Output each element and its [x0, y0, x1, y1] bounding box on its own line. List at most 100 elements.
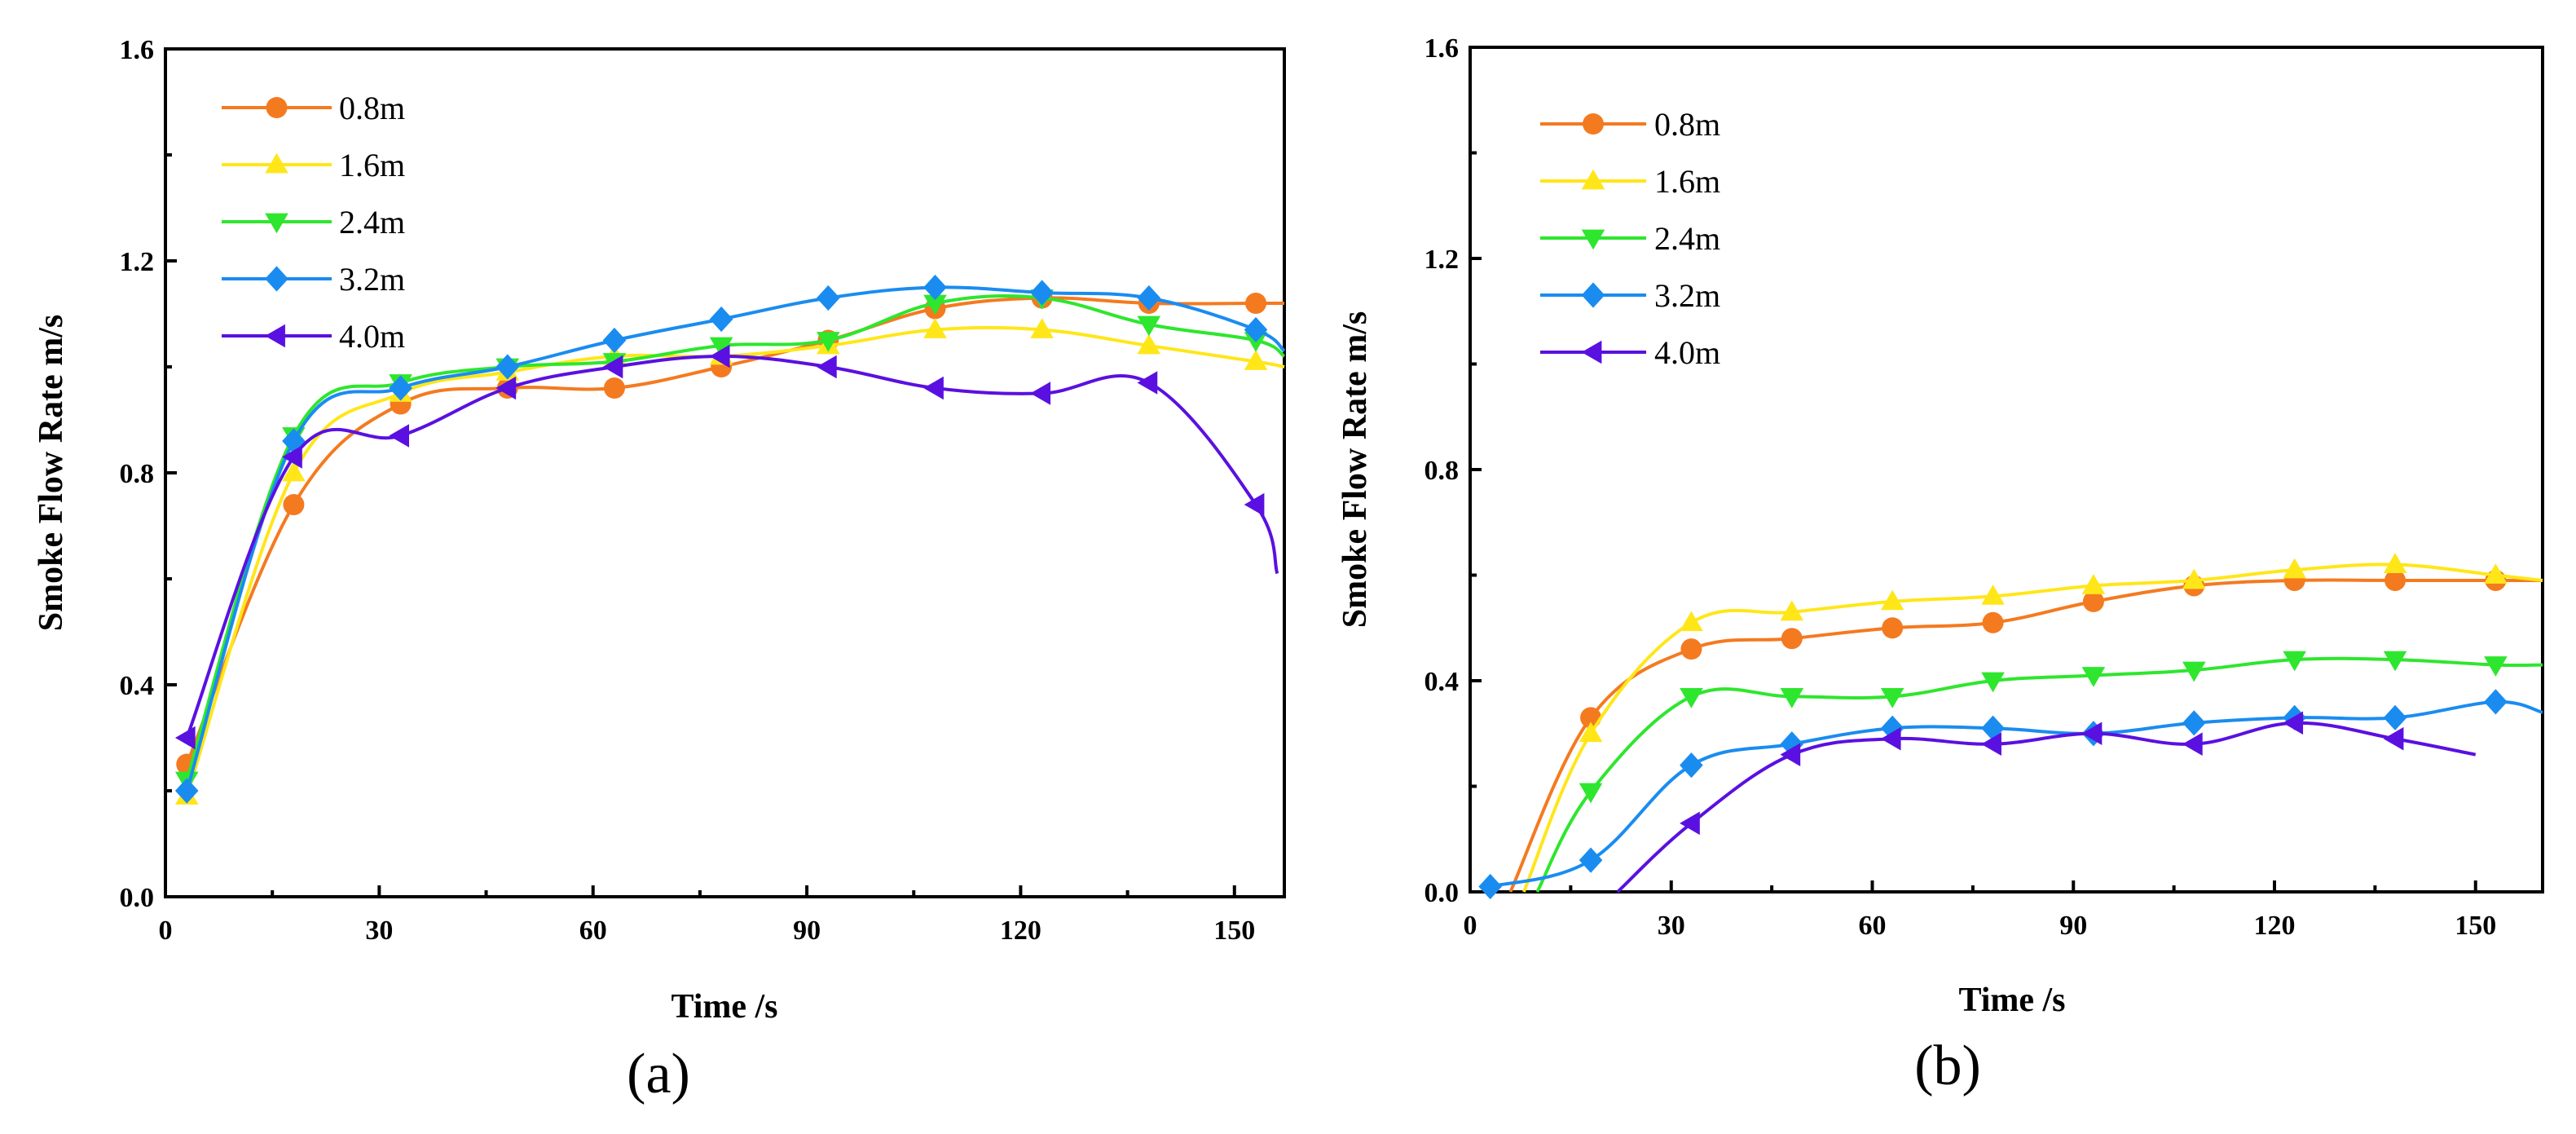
panel-label: (b) [1914, 1035, 1981, 1097]
data-point [709, 337, 733, 358]
legend-marker [265, 152, 288, 174]
y-tick-label: 0.4 [1425, 667, 1460, 697]
data-point [2182, 661, 2206, 682]
data-point [817, 332, 840, 352]
data-point [1780, 743, 1801, 766]
data-point [1579, 721, 1603, 743]
series-2.4m [1535, 651, 2543, 893]
y-axis-title: Smoke Flow Rate m/s [33, 315, 70, 631]
y-tick-label: 0.0 [120, 883, 155, 913]
y-tick-label: 0.8 [120, 459, 155, 489]
data-point [2081, 667, 2106, 687]
data-point [1981, 732, 2001, 756]
data-point [602, 327, 627, 354]
data-point [1030, 382, 1051, 405]
data-point [2484, 656, 2508, 677]
x-tick-label: 60 [579, 916, 607, 946]
data-point [1680, 611, 1703, 632]
legend-marker [1581, 169, 1605, 190]
data-point [2383, 704, 2407, 730]
data-point [174, 778, 199, 804]
legend-entry: 0.8m [222, 90, 405, 126]
x-tick-label: 30 [365, 916, 393, 946]
panel-label: (a) [627, 1043, 690, 1105]
y-tick-label: 0.4 [120, 671, 155, 701]
x-axis-title: Time /s [671, 988, 777, 1026]
data-point [495, 376, 517, 400]
series-line [1521, 563, 2543, 893]
x-tick-label: 0 [159, 916, 173, 946]
data-point [2383, 553, 2407, 573]
plot-frame [1469, 46, 2544, 894]
y-tick-label: 1.2 [1425, 245, 1460, 275]
data-point [1880, 589, 1904, 611]
legend-label: 0.8m [339, 90, 405, 126]
data-point [2484, 689, 2508, 715]
data-point [495, 354, 520, 380]
data-point [1137, 285, 1161, 311]
legend-label: 2.4m [339, 204, 405, 240]
data-point [1781, 628, 1803, 650]
y-axis-title: Smoke Flow Rate m/s [1336, 311, 1374, 628]
x-tick-label: 90 [793, 916, 821, 946]
x-tick-label: 150 [1213, 916, 1255, 946]
data-point [2283, 558, 2306, 579]
legend-entry: 2.4m [1540, 220, 1720, 257]
legend-entry: 4.0m [222, 318, 405, 355]
data-point [1680, 688, 1703, 708]
data-point [2383, 651, 2407, 672]
legend-entry: 4.0m [1540, 334, 1720, 371]
data-point [923, 318, 947, 338]
chart-panel-b: 0.0 0.4 0.8 1.2 1.6 0 30 60 90 120 150 Smoke Flow R… [1336, 33, 2544, 1097]
data-point [1137, 371, 1158, 395]
data-point [1780, 731, 1804, 757]
legend-label: 1.6m [1654, 163, 1720, 200]
legend-marker [265, 324, 285, 348]
x-tick-label: 0 [1464, 911, 1477, 941]
y-tick-label: 1.6 [1425, 33, 1460, 64]
series-3.2m [1478, 689, 2543, 900]
legend-entry: 1.6m [1540, 163, 1720, 200]
data-point [603, 377, 625, 399]
data-point [1981, 585, 2005, 605]
legend-marker [266, 97, 288, 118]
legend-entry: 3.2m [1540, 277, 1720, 314]
series-line [1616, 721, 2477, 894]
legend-entry: 1.6m [222, 147, 405, 183]
data-point [817, 285, 840, 311]
data-point [1244, 316, 1268, 343]
data-point [2082, 590, 2104, 612]
legend-marker [1581, 340, 1602, 364]
data-point [389, 375, 412, 401]
legend-entry: 0.8m [1540, 106, 1720, 143]
data-point [2384, 569, 2406, 591]
series-1.6m [174, 318, 1285, 805]
data-point [2383, 726, 2404, 751]
data-point [1579, 783, 1603, 804]
series-3.2m [174, 274, 1286, 804]
y-tick-label: 1.2 [120, 247, 155, 277]
legend-entry: 2.4m [222, 204, 405, 240]
data-point [1880, 726, 1901, 751]
data-point [174, 726, 196, 750]
legend-label: 3.2m [1654, 277, 1720, 314]
data-point [2182, 710, 2206, 736]
data-point [923, 294, 947, 315]
legend-marker [1581, 282, 1605, 308]
data-point [1245, 293, 1267, 314]
data-point [1030, 318, 1054, 338]
legend-label: 3.2m [339, 261, 405, 298]
x-tick-label: 90 [2059, 911, 2087, 941]
legend-label: 0.8m [1654, 106, 1720, 143]
legend-label: 1.6m [339, 147, 405, 183]
data-point [282, 428, 306, 454]
data-point [1680, 638, 1702, 660]
plot-frame [164, 47, 1286, 898]
data-point [1780, 688, 1804, 708]
data-point [282, 461, 306, 482]
data-point [602, 355, 623, 379]
data-point [2484, 563, 2508, 584]
x-tick-label: 60 [1859, 911, 1887, 941]
series-line [185, 354, 1279, 739]
